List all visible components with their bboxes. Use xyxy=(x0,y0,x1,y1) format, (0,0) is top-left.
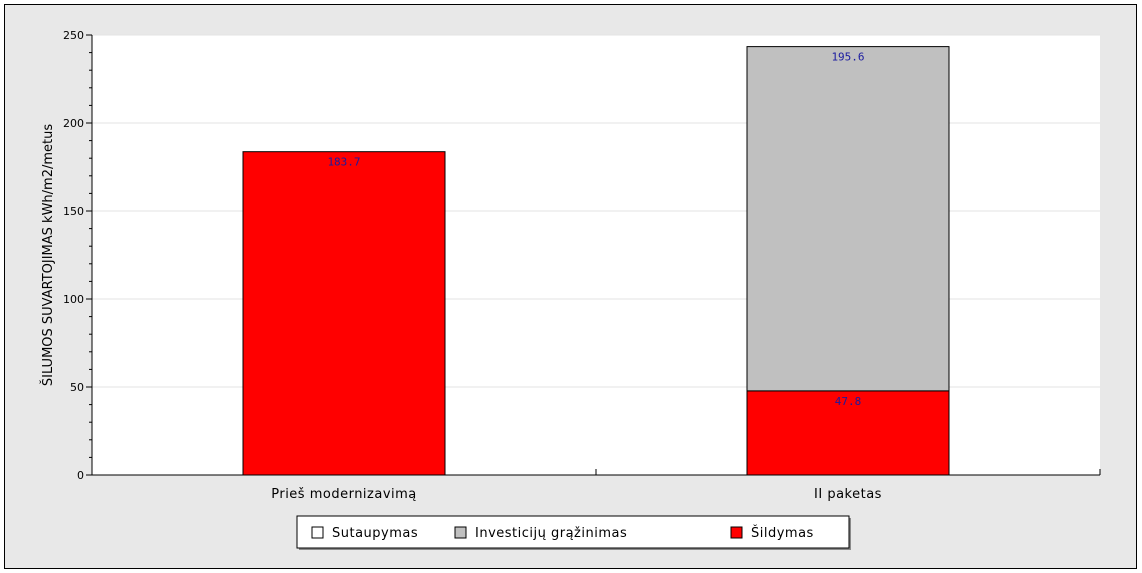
legend-label: Investicijų grąžinimas xyxy=(475,526,627,541)
y-tick-label: 200 xyxy=(63,117,84,130)
y-axis-title: ŠILUMOS SUVARTOJIMAS kWh/m2/metus xyxy=(40,124,56,386)
data-label: 47.8 xyxy=(835,395,862,408)
y-tick-label: 50 xyxy=(70,381,84,394)
data-labels: 183.7 195.6 47.8 xyxy=(327,51,864,408)
y-tick-label: 150 xyxy=(63,205,84,218)
legend-swatch xyxy=(311,526,324,539)
legend-label: Šildymas xyxy=(751,525,814,541)
legend-swatch xyxy=(730,526,743,539)
legend: Sutaupymas Investicijų grąžinimas Šildymas xyxy=(296,515,851,550)
bar-segment xyxy=(242,151,446,476)
axes: 0 50 100 150 200 250 Prieš modernizavimą II pak… xyxy=(63,29,1101,502)
x-tick-label: II paketas xyxy=(814,487,882,502)
legend-swatch xyxy=(454,526,467,539)
bar-segment xyxy=(746,390,950,476)
legend-box xyxy=(296,515,850,549)
bars xyxy=(242,46,950,476)
x-tick-label: Prieš modernizavimą xyxy=(271,487,417,502)
bar-segment xyxy=(746,46,950,392)
y-tick-label: 250 xyxy=(63,29,84,42)
data-label: 183.7 xyxy=(327,156,360,169)
y-tick-label: 0 xyxy=(77,469,84,482)
y-tick-label: 100 xyxy=(63,293,84,306)
legend-label: Sutaupymas xyxy=(332,526,418,541)
data-label: 195.6 xyxy=(831,51,864,64)
